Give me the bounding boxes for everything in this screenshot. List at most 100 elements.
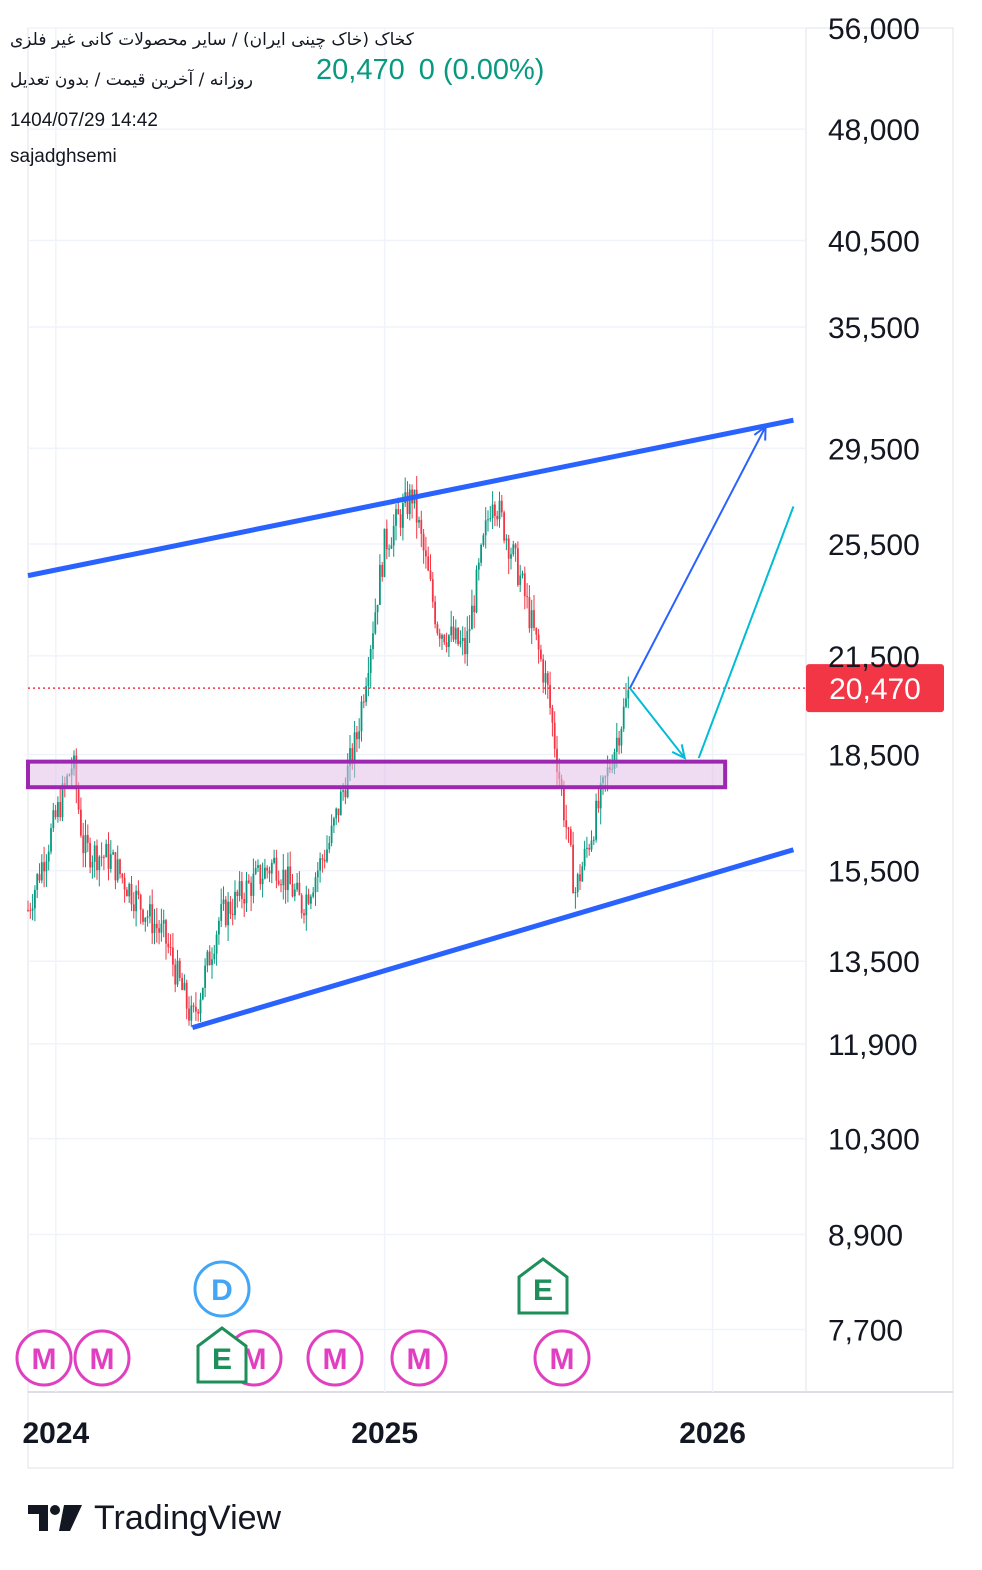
candle-body — [183, 982, 186, 990]
x-tick-label: 2025 — [351, 1417, 418, 1450]
candle-body — [498, 500, 501, 520]
candle-body — [445, 642, 448, 648]
candle-body — [149, 904, 151, 917]
candle-body — [270, 862, 273, 874]
candle-body — [425, 550, 427, 557]
author-name[interactable]: sajadghsemi — [10, 146, 117, 167]
candle-body — [144, 917, 147, 922]
candle-body — [34, 889, 36, 909]
candle-body — [533, 610, 535, 628]
candles — [27, 476, 630, 1028]
support-zone — [26, 759, 728, 790]
y-tick-label: 13,500 — [828, 946, 920, 979]
candle-body — [247, 880, 250, 883]
candle-body — [259, 865, 262, 885]
candle-body — [507, 538, 510, 559]
candle-body — [510, 554, 512, 559]
candle-body — [229, 901, 232, 914]
candle-body — [190, 1005, 193, 1021]
tradingview-logo[interactable]: TradingView — [28, 1498, 281, 1538]
event-marker-e-shape — [517, 1257, 569, 1315]
event-marker-e: E — [196, 1326, 248, 1384]
candle-body — [592, 839, 595, 841]
candle-body — [599, 783, 602, 809]
candle-body — [139, 894, 142, 910]
candle-body — [188, 1008, 190, 1021]
event-marker-d: D — [193, 1260, 251, 1318]
candle-body — [484, 520, 487, 536]
candle-body — [238, 881, 241, 896]
candle-body — [567, 827, 570, 830]
candle-body — [84, 834, 87, 854]
candle-body — [27, 909, 29, 911]
projection-arrowhead-direct — [753, 424, 767, 441]
last-price-label-bg — [806, 664, 944, 713]
candle-body — [103, 856, 105, 858]
candle-body — [618, 737, 620, 746]
candle-body — [622, 706, 625, 729]
candle-body — [298, 882, 301, 896]
projection-arrow-pullback-down — [629, 687, 686, 759]
candle-body — [443, 635, 446, 643]
candle-body — [250, 882, 252, 896]
candle-body — [50, 828, 52, 852]
candle-body — [57, 802, 59, 818]
candle-body — [597, 800, 600, 809]
chart-frame — [27, 27, 954, 1469]
candle-body — [213, 953, 216, 960]
candle-body — [512, 544, 515, 555]
candle-body — [461, 637, 464, 642]
event-marker-letter: E — [212, 1343, 232, 1376]
candle-body — [576, 874, 579, 893]
y-tick-label: 15,500 — [828, 856, 920, 889]
candle-body — [130, 883, 133, 905]
candle-body — [59, 802, 62, 818]
candle-body — [583, 848, 586, 867]
candle-body — [615, 737, 618, 752]
event-marker-e-shape — [196, 1326, 248, 1384]
candle-body — [595, 800, 597, 840]
candle-body — [468, 629, 471, 632]
x-tick-label: 2024 — [22, 1417, 89, 1450]
candle-body — [330, 825, 333, 843]
candle-body — [275, 857, 278, 881]
candle-body — [546, 673, 549, 685]
candle-body — [503, 512, 505, 541]
candle-body — [627, 690, 630, 699]
candle-body — [528, 597, 531, 629]
candle-body — [356, 732, 358, 740]
projection-arrow-direct — [629, 426, 767, 689]
candle-body — [222, 899, 225, 905]
candle-body — [282, 869, 285, 886]
event-marker-m: M — [306, 1329, 364, 1387]
candle-body — [590, 840, 593, 850]
candle-body — [351, 748, 354, 764]
event-marker-letter: M — [90, 1343, 115, 1376]
candle-body — [220, 904, 223, 921]
candle-body — [342, 790, 344, 792]
candle-body — [38, 874, 41, 881]
candle-body — [312, 892, 315, 897]
candle-body — [36, 874, 39, 890]
candle-body — [337, 808, 340, 816]
symbol-title[interactable]: کخاک (خاک چینی ایران) / سایر محصولات کان… — [10, 30, 414, 50]
candle-body — [420, 519, 423, 534]
candle-body — [195, 1006, 197, 1012]
candle-body — [245, 880, 248, 904]
candle-body — [625, 698, 627, 707]
candle-body — [500, 500, 503, 513]
event-marker-circle — [533, 1329, 591, 1387]
candle-body — [293, 889, 296, 897]
candle-body — [231, 913, 234, 916]
price-change: 0 (0.00%) — [418, 54, 545, 86]
candle-body — [362, 701, 365, 703]
event-marker-m: M — [390, 1329, 448, 1387]
event-marker-m: M — [73, 1329, 131, 1387]
candle-body — [291, 884, 294, 897]
candle-body — [335, 808, 338, 819]
candle-body — [399, 514, 402, 528]
candle-body — [31, 908, 34, 911]
candle-body — [252, 873, 255, 896]
